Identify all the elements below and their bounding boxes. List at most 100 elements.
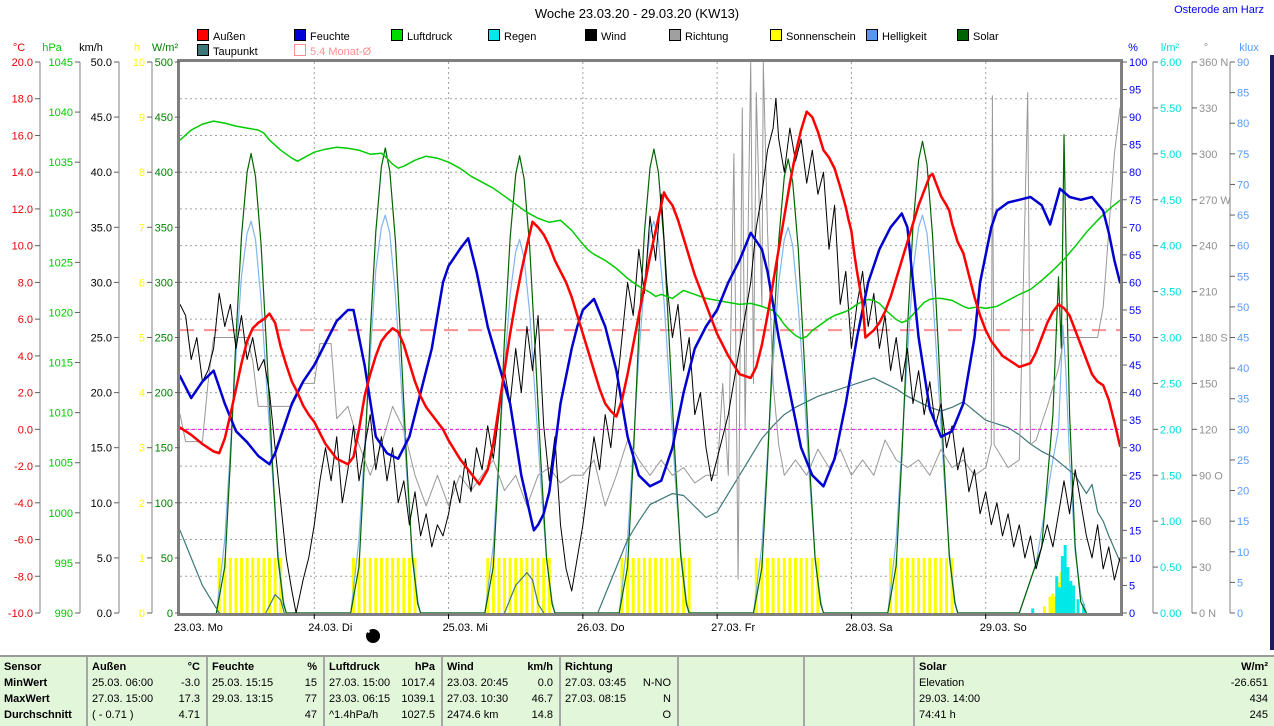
day-label: 24.03. Di xyxy=(308,622,352,634)
x-axis: 23.03. Mo 24.03. Di 25.03. Mi 26.03. Do 27.0… xyxy=(174,614,1027,643)
svg-text:0 N: 0 N xyxy=(1199,608,1216,620)
svg-text:40: 40 xyxy=(1237,363,1249,375)
value-time: 25.03. 06:00 xyxy=(92,677,154,689)
svg-text:60: 60 xyxy=(1129,277,1141,289)
legend-label: Richtung xyxy=(685,31,729,43)
svg-text:18.0: 18.0 xyxy=(12,94,33,106)
svg-text:330: 330 xyxy=(1199,103,1217,115)
svg-text:4.50: 4.50 xyxy=(1160,195,1181,207)
window-edge xyxy=(1270,55,1274,650)
axis-unit-pct: % xyxy=(1128,42,1138,54)
table-header-row: Luftdruck hPa xyxy=(329,659,435,675)
svg-text:95: 95 xyxy=(1129,85,1141,97)
svg-text:250: 250 xyxy=(155,333,173,345)
svg-text:1025: 1025 xyxy=(49,257,73,269)
sensor-title: Luftdruck xyxy=(329,661,380,673)
svg-text:995: 995 xyxy=(55,558,73,570)
legend-label: Solar xyxy=(973,31,999,43)
svg-text:35.0: 35.0 xyxy=(91,222,112,234)
table-row: 27.03. 08:15 N xyxy=(565,691,671,707)
svg-text:4.00: 4.00 xyxy=(1160,241,1181,253)
legend-item-sonnenschein: Sonnenschein xyxy=(770,29,856,43)
svg-text:-2.0: -2.0 xyxy=(14,461,33,473)
svg-text:10.0: 10.0 xyxy=(91,498,112,510)
svg-text:55: 55 xyxy=(1129,305,1141,317)
svg-text:1020: 1020 xyxy=(49,307,73,319)
table-row xyxy=(683,691,797,707)
svg-text:450: 450 xyxy=(155,112,173,124)
axis-lm2: 6.00 5.50 5.00 4.50 4.00 3.50 3.00 2.50 2.00 1.50… xyxy=(1152,42,1181,620)
svg-text:5: 5 xyxy=(1129,580,1135,592)
svg-text:100: 100 xyxy=(1129,57,1147,69)
aussen-swatch-icon xyxy=(197,29,209,41)
svg-text:1005: 1005 xyxy=(49,458,73,470)
value: 0.0 xyxy=(537,677,553,689)
svg-text:15.0: 15.0 xyxy=(91,443,112,455)
table-col-luftdruck: Luftdruck hPa 27.03. 15:00 1017.4 23.03. 06:… xyxy=(323,657,441,726)
row-label: MinWert xyxy=(4,677,48,689)
sensor-title: Wind xyxy=(447,661,474,673)
table-row: Elevation -26.651 xyxy=(919,675,1268,691)
day-label: 26.03. Do xyxy=(577,622,625,634)
value-time: 23.03. 06:15 xyxy=(329,693,391,705)
axis-hpa: 1045 1040 1035 1030 1025 1020 1015 1010 1005 1000… xyxy=(42,42,81,620)
svg-text:5: 5 xyxy=(139,333,145,345)
station-location-label: Osterode am Harz xyxy=(1174,4,1264,16)
svg-text:180 S: 180 S xyxy=(1199,333,1228,345)
legend-label: Luftdruck xyxy=(407,31,453,43)
value: 47 xyxy=(304,709,317,721)
svg-text:30: 30 xyxy=(1129,443,1141,455)
svg-text:-4.0: -4.0 xyxy=(14,498,33,510)
svg-text:6.0: 6.0 xyxy=(18,314,33,326)
value: 77 xyxy=(304,693,317,705)
svg-text:50.0: 50.0 xyxy=(91,57,112,69)
svg-text:60: 60 xyxy=(1199,516,1211,528)
new-moon-icon xyxy=(366,629,381,643)
value-time: Elevation xyxy=(919,677,965,689)
svg-text:500: 500 xyxy=(155,57,173,69)
page-title: Woche 23.03.20 - 29.03.20 (KW13) xyxy=(534,6,740,21)
svg-text:65: 65 xyxy=(1237,210,1249,222)
svg-text:45: 45 xyxy=(1129,360,1141,372)
svg-text:1030: 1030 xyxy=(49,207,73,219)
legend-label: 5.4 Monat-Ø xyxy=(310,46,372,58)
table-row: Durchschnitt xyxy=(4,707,80,723)
svg-text:45: 45 xyxy=(1237,333,1249,345)
svg-text:0.0: 0.0 xyxy=(97,608,112,620)
svg-text:100: 100 xyxy=(155,498,173,510)
sensor-title: Richtung xyxy=(565,661,613,673)
day-label: 27.03. Fr xyxy=(711,622,755,634)
svg-text:20: 20 xyxy=(1237,486,1249,498)
svg-text:70: 70 xyxy=(1237,179,1249,191)
svg-text:15: 15 xyxy=(1129,525,1141,537)
table-col-wind: Wind km/h 23.03. 20:45 0.0 27.03. 10:30 46.7 2… xyxy=(441,657,559,726)
value: N-NO xyxy=(642,677,671,689)
value-time: 29.03. 14:00 xyxy=(919,693,981,705)
svg-text:270 W: 270 W xyxy=(1199,195,1231,207)
table-header-row xyxy=(683,659,797,675)
value: -3.0 xyxy=(181,677,200,689)
svg-text:1.00: 1.00 xyxy=(1160,516,1181,528)
svg-text:85: 85 xyxy=(1237,88,1249,100)
value-time: 27.03. 15:00 xyxy=(92,693,154,705)
sensor-unit: % xyxy=(307,661,317,673)
svg-text:10: 10 xyxy=(1237,547,1249,559)
svg-text:0.00: 0.00 xyxy=(1160,608,1181,620)
svg-text:-10.0: -10.0 xyxy=(8,608,33,620)
table-header-row: Außen °C xyxy=(92,659,200,675)
svg-text:1.50: 1.50 xyxy=(1160,470,1181,482)
svg-text:40.0: 40.0 xyxy=(91,167,112,179)
wind-swatch-icon xyxy=(585,29,597,41)
svg-text:990: 990 xyxy=(55,608,73,620)
sensor-unit: km/h xyxy=(527,661,553,673)
series-feuchte xyxy=(180,187,1120,532)
table-row: 25.03. 15:15 15 xyxy=(212,675,317,691)
svg-text:2.00: 2.00 xyxy=(1160,424,1181,436)
table-row: Sensor xyxy=(4,659,80,675)
series-richtung xyxy=(180,62,1120,580)
svg-text:2.50: 2.50 xyxy=(1160,378,1181,390)
legend-item-regen: Regen xyxy=(488,29,536,43)
svg-text:1035: 1035 xyxy=(49,157,73,169)
table-header-row xyxy=(809,659,907,675)
